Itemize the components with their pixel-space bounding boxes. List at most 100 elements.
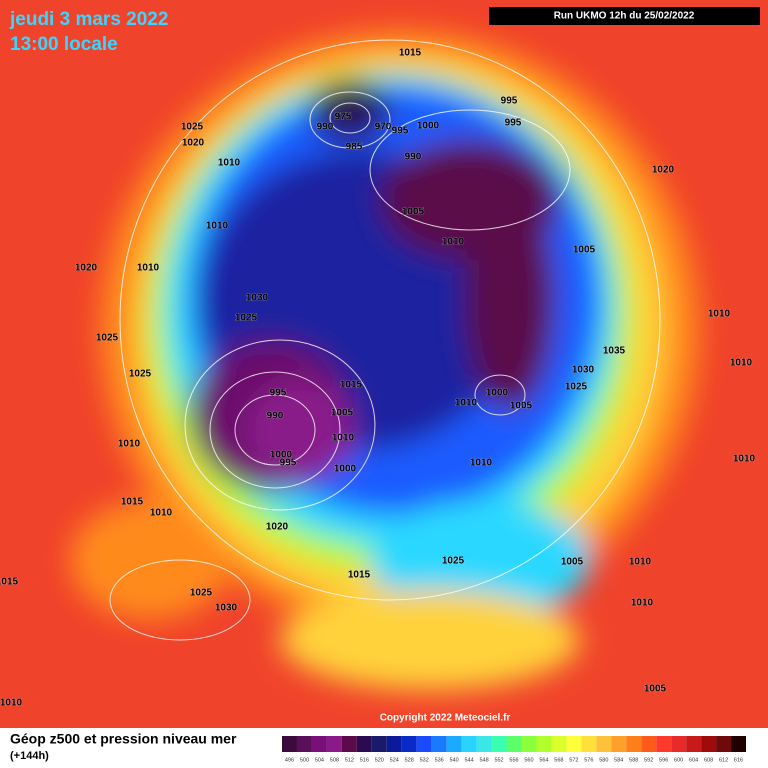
scale-label: 616 (734, 757, 743, 763)
scale-label: 508 (330, 757, 339, 763)
isobar-label: 1015 (348, 570, 371, 581)
scale-swatch (596, 736, 612, 752)
scale-swatch (311, 736, 327, 752)
scale-label: 504 (315, 757, 324, 763)
run-box (489, 7, 760, 25)
isobar-label: 1025 (96, 333, 119, 344)
isobar-label: 1015 (121, 497, 144, 508)
scale-label: 536 (435, 757, 444, 763)
scale-label: 564 (539, 757, 548, 763)
scale-label: 528 (405, 757, 414, 763)
run-label: Run UKMO 12h du 25/02/2022 (554, 11, 695, 22)
isobar-label: 1025 (129, 369, 152, 380)
isobar-label: 1010 (733, 454, 756, 465)
scale-swatch (431, 736, 447, 752)
scale-swatch (506, 736, 522, 752)
isobar-label: 1010 (442, 237, 465, 248)
isobar-label: 1035 (603, 346, 626, 357)
isobar-label: 1000 (417, 121, 440, 132)
scale-swatch (716, 736, 732, 752)
scale-swatch (611, 736, 627, 752)
isobar-label: 1010 (118, 439, 141, 450)
isobar-label: 995 (392, 126, 409, 137)
isobar-label: 995 (505, 118, 522, 129)
scale-swatch (356, 736, 372, 752)
isobar-label: 1030 (215, 603, 238, 614)
time-label: 13:00 locale (10, 34, 118, 55)
scale-swatch (581, 736, 597, 752)
scale-swatch (551, 736, 567, 752)
legend-title: Géop z500 et pression niveau mer (10, 731, 237, 747)
scale-label: 524 (390, 757, 399, 763)
isobar-label: 1000 (486, 388, 509, 399)
scale-label: 552 (494, 757, 503, 763)
scale-swatch (386, 736, 402, 752)
scale-label: 500 (300, 757, 309, 763)
isobar-label: 1010 (0, 698, 23, 709)
scale-label: 572 (569, 757, 578, 763)
isobar-label: 985 (346, 142, 363, 153)
isobar-label: 1030 (246, 293, 269, 304)
scale-swatch (656, 736, 672, 752)
scale-label: 612 (719, 757, 728, 763)
isobar-label: 1030 (572, 365, 595, 376)
scale-swatch (641, 736, 657, 752)
isobar-label: 1005 (331, 408, 354, 419)
scale-label: 540 (450, 757, 459, 763)
isobar-label: 1020 (652, 165, 675, 176)
copyright: Copyright 2022 Meteociel.fr (380, 713, 511, 724)
isobar-label: 1025 (442, 556, 465, 567)
isobar-label: 990 (405, 152, 422, 163)
isobar-label: 1010 (470, 458, 493, 469)
legend-subtitle: (+144h) (10, 750, 49, 762)
scale-swatch (701, 736, 717, 752)
isobar-label: 1010 (150, 508, 173, 519)
scale-label: 556 (509, 757, 518, 763)
isobar-label: 1020 (266, 522, 289, 533)
color-scale: 496 500 504 508 512 516 520 524 528 532 536 540 544 5… (282, 736, 746, 763)
isobar-label: 1020 (75, 263, 98, 274)
isobar-label: 1015 (399, 48, 422, 59)
isobar-label: 1010 (730, 358, 753, 369)
scale-label: 532 (420, 757, 429, 763)
scale-swatch (521, 736, 537, 752)
scale-swatch (491, 736, 507, 752)
scale-swatch (566, 736, 582, 752)
isobar-label: 970 (375, 122, 392, 133)
scale-label: 592 (644, 757, 653, 763)
scale-label: 608 (704, 757, 713, 763)
isobar-label: 1010 (708, 309, 731, 320)
isobar-label: 1010 (137, 263, 160, 274)
isobar-label: 1005 (561, 557, 584, 568)
scale-swatch (371, 736, 387, 752)
scale-label: 596 (659, 757, 668, 763)
scale-swatch (686, 736, 702, 752)
scale-label: 576 (584, 757, 593, 763)
isobar-label: 990 (317, 122, 334, 133)
scale-label: 580 (599, 757, 608, 763)
isobar-label: 1005 (573, 245, 596, 256)
isobar-label: 1025 (181, 122, 204, 133)
isobar-label: 1010 (332, 433, 355, 444)
scale-label: 516 (360, 757, 369, 763)
scale-swatch (626, 736, 642, 752)
scale-swatch (476, 736, 492, 752)
scale-label: 548 (479, 757, 488, 763)
scale-swatch (341, 736, 357, 752)
scale-label: 544 (465, 757, 474, 763)
scale-swatch (282, 736, 297, 752)
isobar-label: 1025 (235, 313, 258, 324)
isobar-label: 1000 (334, 464, 357, 475)
scale-label: 520 (375, 757, 384, 763)
isobar-label: 1015 (0, 577, 19, 588)
scale-swatch (731, 736, 746, 752)
isobar-label: 1010 (218, 158, 241, 169)
scale-label: 604 (689, 757, 698, 763)
isobar-label: 1025 (565, 382, 588, 393)
isobar-label: 1015 (340, 380, 363, 391)
isobar-label: 990 (267, 411, 284, 422)
isobar-label: 995 (280, 458, 297, 469)
scale-label: 560 (524, 757, 533, 763)
scale-swatch (446, 736, 462, 752)
scale-label: 496 (285, 757, 294, 763)
